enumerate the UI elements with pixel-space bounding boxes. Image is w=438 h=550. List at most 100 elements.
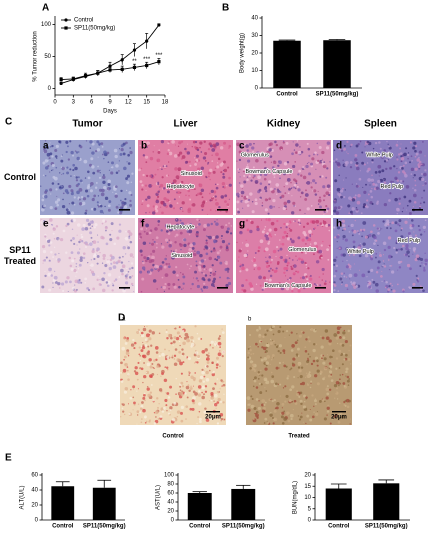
tissue-texture bbox=[314, 399, 317, 403]
tissue-texture bbox=[326, 167, 329, 170]
tissue-texture bbox=[93, 257, 96, 261]
tissue-texture bbox=[412, 282, 416, 287]
tissue-texture bbox=[286, 254, 288, 257]
tissue-texture bbox=[214, 382, 217, 385]
tissue-texture bbox=[129, 147, 131, 149]
image-letter: e bbox=[43, 219, 49, 230]
tissue-texture bbox=[370, 178, 375, 183]
tissue-texture bbox=[383, 248, 387, 252]
tissue-texture bbox=[174, 144, 177, 146]
tissue-texture bbox=[142, 260, 144, 263]
tissue-texture bbox=[302, 286, 306, 290]
tissue-texture bbox=[122, 152, 126, 156]
tissue-texture bbox=[125, 351, 130, 356]
tissue-texture bbox=[87, 170, 90, 174]
tissue-texture bbox=[275, 406, 279, 410]
tissue-texture bbox=[136, 330, 140, 334]
tissue-texture bbox=[328, 339, 332, 343]
tissue-texture bbox=[83, 159, 88, 164]
tissue-texture bbox=[338, 413, 342, 417]
tissue-texture bbox=[221, 385, 223, 387]
tissue-texture bbox=[85, 209, 88, 212]
tissue-texture bbox=[48, 244, 51, 247]
tissue-texture bbox=[338, 191, 341, 194]
tissue-texture bbox=[120, 268, 124, 273]
tissue-texture bbox=[311, 157, 315, 161]
tissue-texture bbox=[192, 174, 194, 176]
tissue-texture bbox=[374, 282, 379, 287]
tissue-texture bbox=[238, 256, 240, 258]
tissue-texture bbox=[201, 289, 204, 292]
tissue-texture bbox=[102, 253, 106, 258]
tissue-texture bbox=[409, 224, 413, 227]
tissue-texture bbox=[253, 405, 255, 407]
tissue-texture bbox=[145, 228, 148, 230]
tissue-texture bbox=[124, 363, 126, 366]
tissue-texture bbox=[204, 160, 207, 162]
tissue-texture bbox=[120, 199, 122, 202]
tissue-texture bbox=[349, 278, 351, 280]
tissue-texture bbox=[179, 344, 181, 347]
tissue-texture bbox=[290, 331, 293, 334]
tissue-texture bbox=[239, 265, 242, 268]
tissue-texture bbox=[331, 418, 334, 421]
tissue-texture bbox=[289, 237, 293, 241]
tissue-texture bbox=[246, 204, 250, 207]
tissue-texture bbox=[51, 163, 55, 167]
tissue-texture bbox=[151, 185, 153, 187]
tissue-texture bbox=[299, 146, 301, 148]
tissue-texture bbox=[225, 283, 229, 288]
tissue-texture bbox=[325, 387, 330, 391]
tissue-texture bbox=[196, 218, 199, 221]
tissue-texture bbox=[359, 170, 362, 172]
tissue-texture bbox=[317, 224, 319, 227]
tissue-texture bbox=[115, 185, 118, 189]
tissue-texture bbox=[322, 273, 324, 275]
tissue-texture bbox=[210, 283, 215, 287]
tissue-texture bbox=[240, 154, 242, 156]
tissue-texture bbox=[278, 361, 282, 365]
tissue-texture bbox=[167, 142, 170, 145]
tissue-texture bbox=[146, 387, 150, 391]
tissue-texture bbox=[178, 340, 181, 343]
tissue-texture bbox=[296, 270, 300, 274]
tissue-texture bbox=[78, 240, 81, 244]
tissue-texture bbox=[386, 184, 389, 187]
tissue-texture bbox=[371, 161, 374, 164]
tissue-texture bbox=[73, 203, 76, 206]
tissue-texture bbox=[285, 226, 288, 229]
tissue-texture bbox=[51, 155, 54, 158]
tissue-texture bbox=[329, 161, 331, 163]
tissue-texture bbox=[175, 227, 180, 231]
tissue-texture bbox=[357, 143, 360, 146]
tissue-texture bbox=[166, 355, 170, 359]
tissue-texture bbox=[289, 413, 294, 418]
tissue-texture bbox=[115, 261, 119, 265]
tissue-texture bbox=[203, 370, 205, 372]
tissue-texture bbox=[354, 154, 358, 157]
tissue-texture bbox=[142, 396, 146, 400]
tissue-texture bbox=[264, 379, 267, 382]
tissue-texture bbox=[388, 269, 391, 271]
tissue-texture bbox=[129, 150, 133, 155]
tissue-texture bbox=[66, 166, 69, 169]
tissue-texture bbox=[152, 399, 155, 402]
tissue-texture bbox=[212, 236, 216, 240]
tissue-texture bbox=[89, 189, 93, 193]
tissue-texture bbox=[365, 183, 368, 186]
image-letter: d bbox=[336, 141, 342, 152]
tissue-texture bbox=[289, 221, 292, 224]
tissue-texture bbox=[255, 398, 259, 401]
bar bbox=[325, 488, 352, 520]
tissue-texture bbox=[212, 143, 217, 148]
tissue-texture bbox=[222, 172, 225, 176]
tissue-texture bbox=[81, 254, 83, 256]
tissue-texture bbox=[387, 236, 392, 240]
tissue-texture bbox=[357, 231, 360, 234]
tissue-texture bbox=[315, 247, 318, 250]
marker bbox=[157, 60, 161, 64]
x-tick-label: 18 bbox=[162, 100, 169, 106]
tissue-texture bbox=[310, 380, 313, 383]
tissue-texture bbox=[294, 247, 296, 249]
tissue-texture bbox=[322, 240, 324, 243]
